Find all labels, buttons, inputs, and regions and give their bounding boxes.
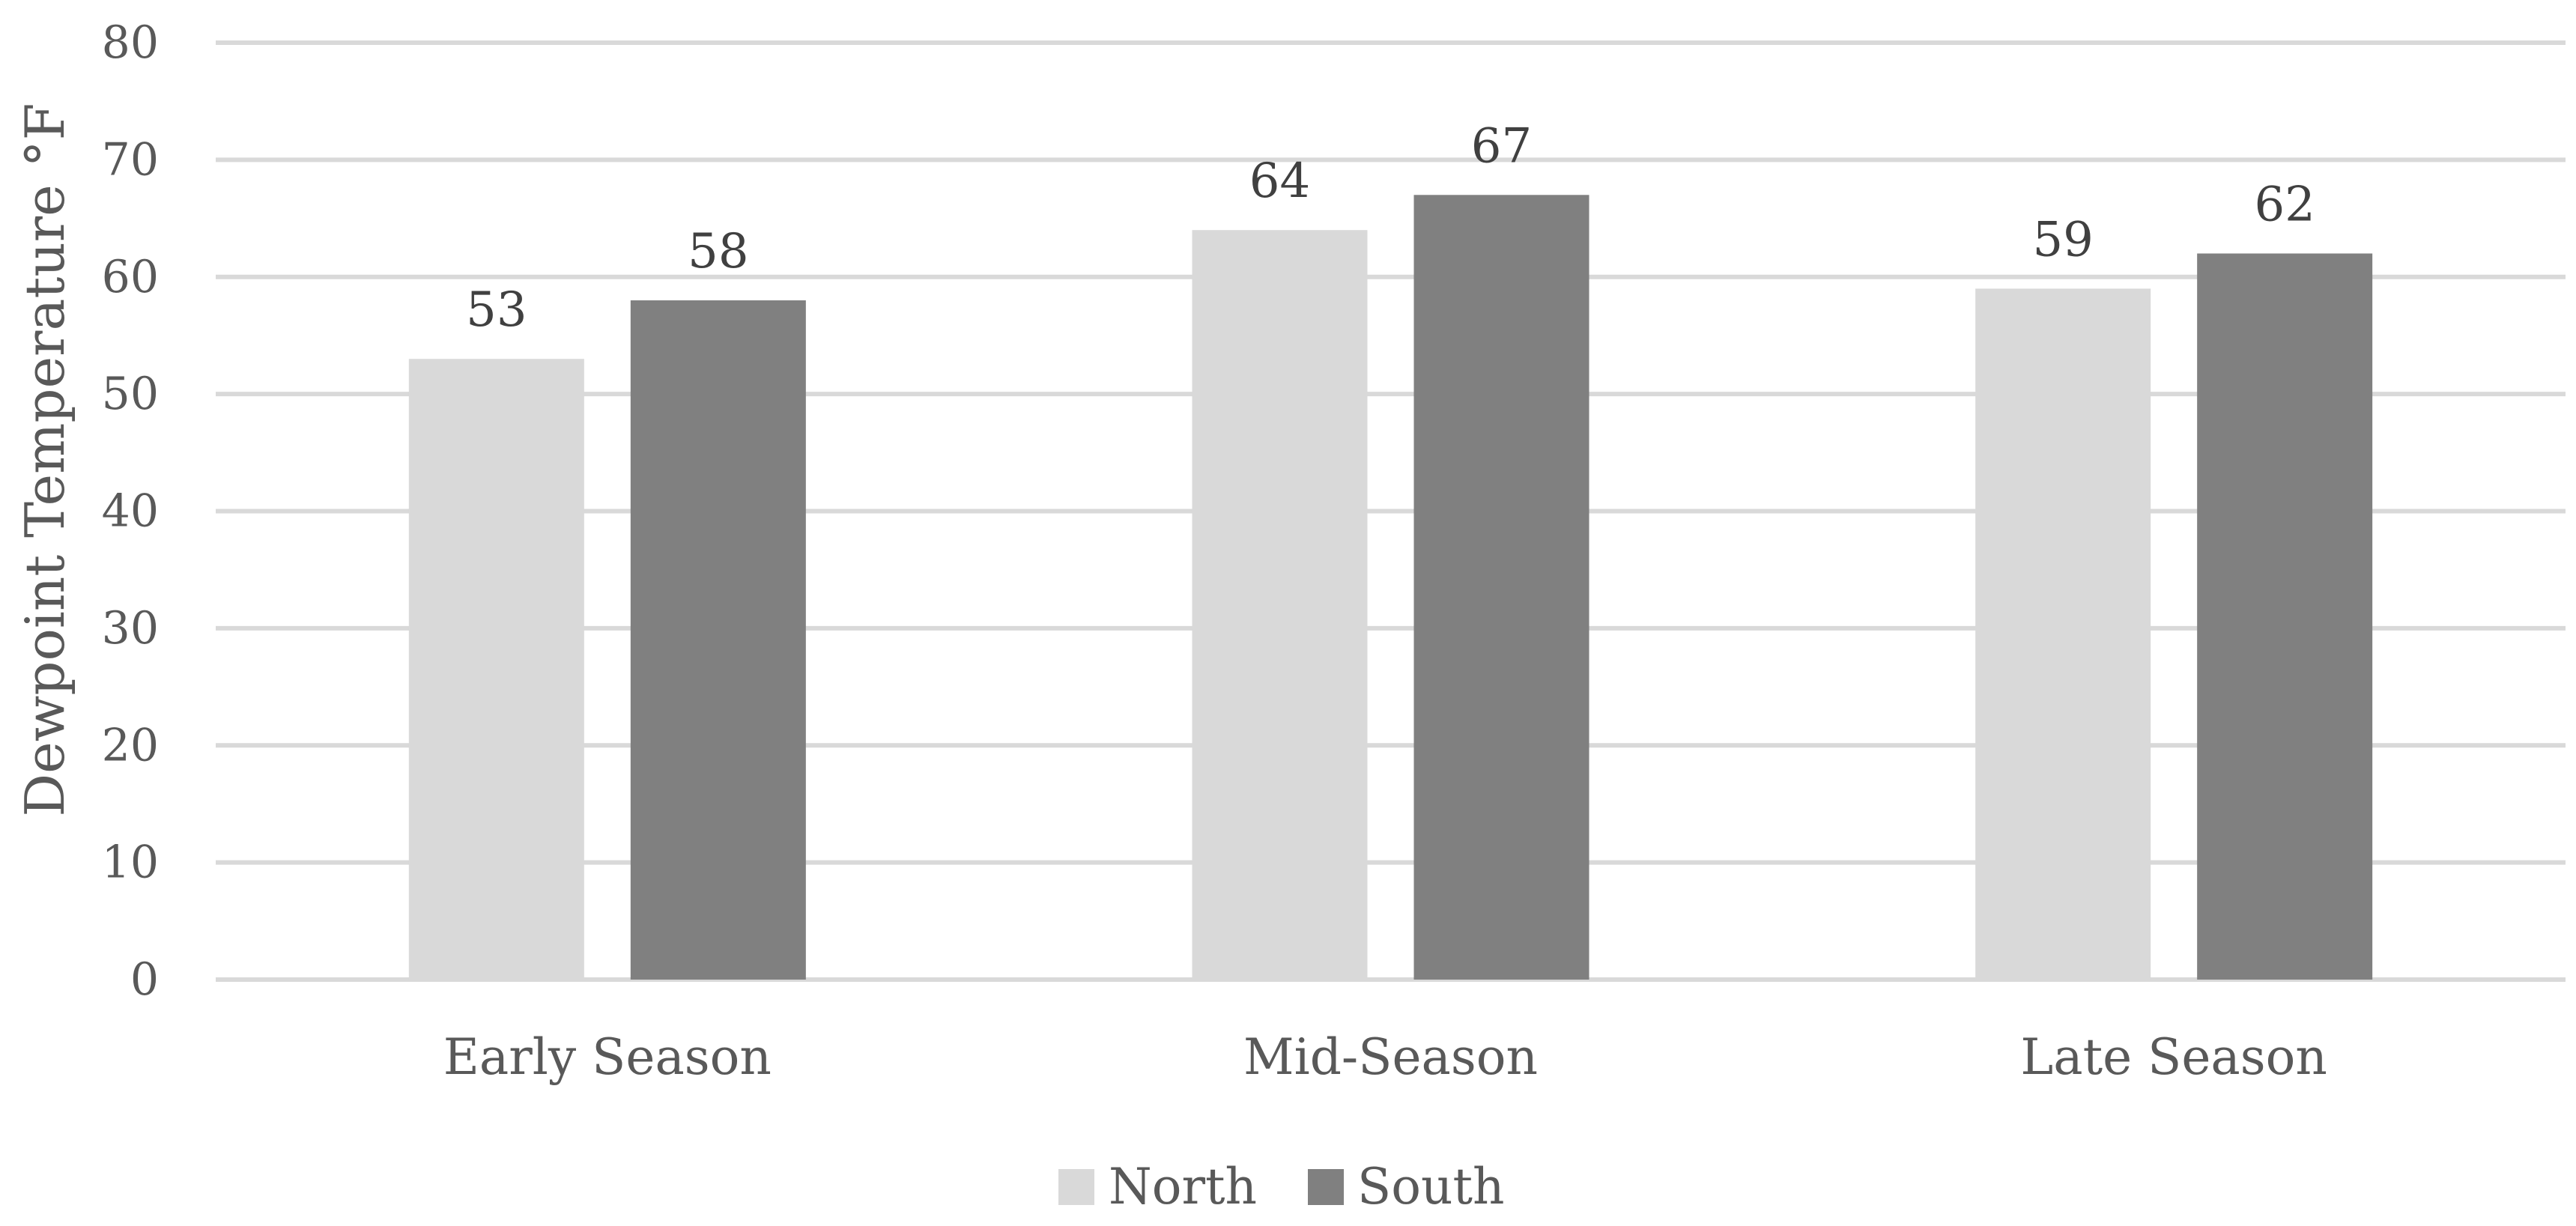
bar-south-1 <box>630 300 806 980</box>
data-label: 67 <box>1471 118 1532 174</box>
x-category-label: Early Season <box>443 1028 772 1086</box>
gridlines <box>216 40 2566 982</box>
data-label: 64 <box>1249 154 1310 209</box>
data-label: 59 <box>2032 212 2093 267</box>
y-axis-tick-labels: 0 10 20 30 40 50 60 70 80 <box>102 16 159 1006</box>
y-tick-label: 70 <box>102 133 159 186</box>
bar-south-3 <box>2197 253 2373 980</box>
x-category-label: Late Season <box>2020 1028 2327 1086</box>
x-category-label: Mid-Season <box>1243 1028 1538 1086</box>
y-tick-label: 60 <box>102 251 159 303</box>
legend-swatch-north <box>1058 1169 1094 1205</box>
bars <box>408 195 2373 980</box>
y-tick-label: 20 <box>102 719 159 771</box>
y-tick-label: 10 <box>102 837 159 889</box>
y-tick-label: 0 <box>130 953 159 1006</box>
x-axis-category-labels: Early Season Mid-Season Late Season <box>443 1028 2327 1086</box>
legend-label-north: North <box>1109 1158 1257 1216</box>
y-tick-label: 30 <box>102 602 159 655</box>
y-tick-label: 80 <box>102 16 159 69</box>
bar-north-2 <box>1192 230 1368 980</box>
y-axis-title: Dewpoint Temperature °F <box>13 103 76 816</box>
data-label: 53 <box>466 282 527 338</box>
legend-swatch-south <box>1308 1169 1344 1205</box>
data-label: 62 <box>2254 177 2315 232</box>
legend-label-south: South <box>1357 1158 1505 1216</box>
y-tick-label: 40 <box>102 485 159 538</box>
y-tick-label: 50 <box>102 368 159 420</box>
bar-north-3 <box>1975 288 2151 980</box>
data-labels: 53 58 64 67 59 62 <box>466 118 2315 338</box>
data-label: 58 <box>688 224 748 279</box>
legend: North South <box>1058 1158 1505 1216</box>
bar-north-1 <box>408 359 584 980</box>
bar-south-2 <box>1413 195 1589 980</box>
